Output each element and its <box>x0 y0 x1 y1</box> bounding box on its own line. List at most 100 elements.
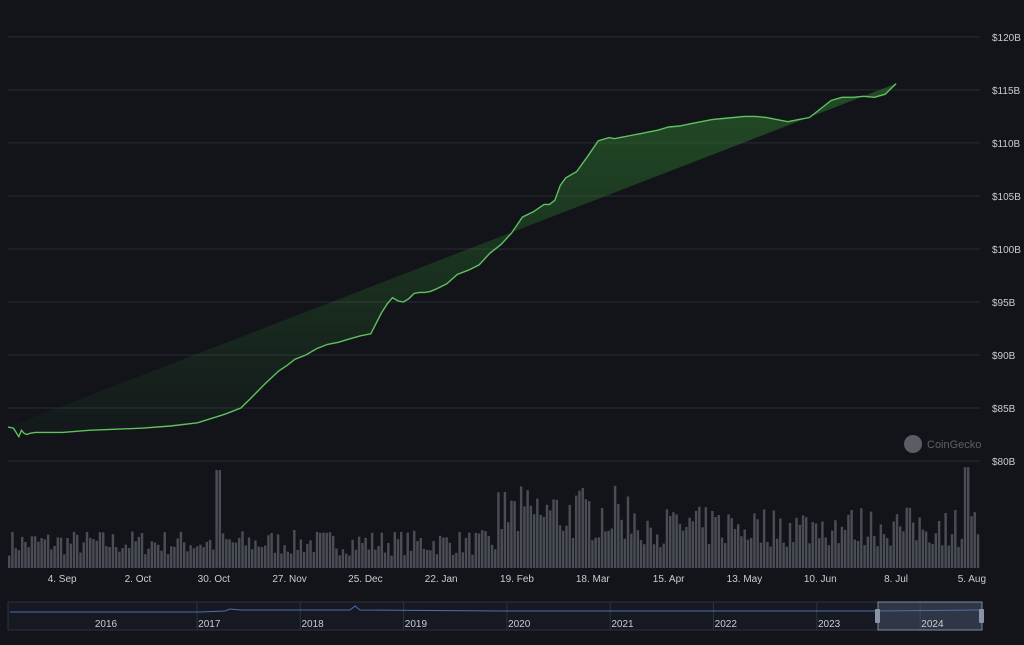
volume-bar <box>571 538 575 568</box>
volume-bar <box>646 520 649 568</box>
navigator-year-labels: 2016 2017 2018 2019 2020 2021 2022 2023 2024 <box>95 619 944 630</box>
volume-bar <box>24 541 27 568</box>
price-area <box>8 83 897 437</box>
volume-bar <box>416 541 419 568</box>
volume-bar <box>367 549 371 568</box>
volume-bar <box>827 545 831 568</box>
x-tick-label: 13. May <box>727 574 763 585</box>
volume-bar <box>144 554 147 568</box>
volume-bar <box>445 537 448 568</box>
volume-bar <box>847 514 850 568</box>
volume-bar <box>510 500 513 568</box>
volume-bar <box>56 537 60 568</box>
volume-bar <box>286 551 290 568</box>
volume-bar <box>675 514 678 568</box>
volume-bar <box>785 546 789 568</box>
volume-bar <box>108 547 111 568</box>
volume-bar <box>662 543 665 568</box>
volume-bar <box>121 548 124 568</box>
volume-bar <box>620 519 623 568</box>
x-axis-labels: 4. Sep 2. Oct 30. Oct 27. Nov 25. Dec 22. Jan… <box>48 574 986 585</box>
x-tick-label: 27. Nov <box>272 574 306 585</box>
volume-bar <box>899 526 902 568</box>
x-tick-label: 25. Dec <box>348 574 382 585</box>
x-tick-label: 19. Feb <box>500 574 534 585</box>
y-tick-label: $115B <box>992 86 1021 97</box>
volume-bar <box>377 546 380 568</box>
navigator-selection[interactable] <box>877 601 983 631</box>
volume-bar <box>461 552 465 568</box>
volume-bar <box>176 538 179 568</box>
volume-bar <box>681 530 685 568</box>
volume-bar <box>153 542 157 568</box>
volume-bar <box>779 518 782 568</box>
volume-bar <box>79 552 82 568</box>
watermark-text: CoinGecko <box>927 439 981 451</box>
volume-bar <box>260 547 264 568</box>
navigator[interactable]: 2016 2017 2018 2019 2020 2021 2022 2023 2024 <box>7 601 984 631</box>
volume-bar <box>581 487 584 568</box>
volume-bar <box>963 467 967 568</box>
volume-bar <box>821 521 824 568</box>
volume-bar <box>82 542 85 568</box>
volume-bar <box>921 529 925 568</box>
volume-bar <box>643 544 646 568</box>
volume-bar <box>234 542 238 568</box>
volume-bar <box>218 470 222 568</box>
y-tick-label: $110B <box>992 139 1021 150</box>
navigator-handle-right[interactable] <box>979 609 984 623</box>
volume-bar <box>562 530 565 568</box>
volume-bar <box>481 530 484 568</box>
volume-bar <box>600 508 604 568</box>
volume-bar <box>186 551 189 568</box>
volume-bar <box>370 532 374 568</box>
volume-bar <box>328 532 332 568</box>
volume-bar <box>195 546 199 568</box>
navigator-year-label: 2017 <box>198 619 221 630</box>
volume-bar <box>902 531 905 568</box>
volume-bar <box>746 539 750 568</box>
volume-bar <box>464 537 468 568</box>
volume-bar <box>818 538 821 568</box>
volume-bar <box>306 543 309 568</box>
volume-bar <box>276 534 280 568</box>
volume-bar <box>869 511 873 568</box>
volume-bar <box>523 506 526 568</box>
volume-bar <box>659 547 662 568</box>
volume-bar <box>455 552 458 568</box>
volume-bar <box>33 536 37 568</box>
volume-bar <box>419 538 422 568</box>
volume-bar <box>448 542 452 568</box>
volume-bar <box>950 534 954 568</box>
volume-bar <box>630 533 633 568</box>
volume-bar <box>931 544 934 568</box>
volume-bar <box>364 537 367 568</box>
volume-bar <box>438 535 442 568</box>
volume-bar <box>892 521 895 568</box>
volume-bar <box>866 536 870 568</box>
volume-bar <box>727 514 730 568</box>
volume-bar <box>532 514 536 568</box>
volume-bar <box>254 540 257 568</box>
navigator-handle-left[interactable] <box>875 609 880 623</box>
volume-bar <box>536 498 539 568</box>
volume-bar <box>8 555 11 568</box>
volume-bar <box>257 546 260 568</box>
volume-bar <box>59 537 63 568</box>
volume-bar <box>160 550 163 568</box>
volume-bar <box>293 530 296 568</box>
x-tick-label: 10. Jun <box>804 574 837 585</box>
volume-bar <box>617 504 620 568</box>
volume-bar <box>361 543 364 568</box>
volume-bar <box>811 522 814 568</box>
volume-bar <box>163 532 166 568</box>
volume-bar <box>529 505 533 568</box>
volume-bar <box>947 545 951 568</box>
x-tick-label: 30. Oct <box>198 574 230 585</box>
volume-bar <box>322 532 325 568</box>
volume-bar <box>471 554 474 568</box>
volume-bar <box>37 541 40 568</box>
volume-bar <box>882 534 886 568</box>
